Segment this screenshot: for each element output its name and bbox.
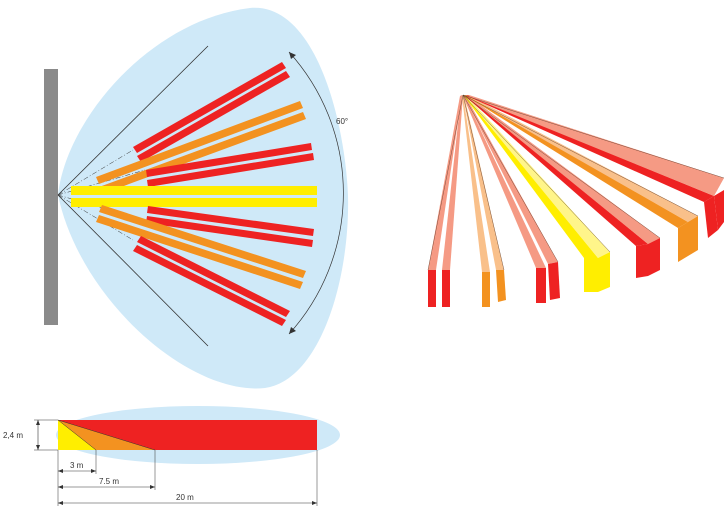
- fan-beam-far: [468, 95, 724, 196]
- height-arrowhead: [36, 420, 40, 425]
- top-beam-mid: [96, 215, 303, 289]
- fan-beam-mid: [462, 95, 490, 272]
- side-beam-line: [57, 419, 97, 451]
- fan-beam-far: [465, 95, 648, 246]
- height-arrowhead: [36, 445, 40, 450]
- coverage-boundary-upper: [57, 45, 209, 196]
- side-beam-line: [57, 419, 156, 451]
- side-view: 2,4 m 3 m 7.5 m 20 m: [3, 406, 340, 506]
- fan-beam-mid: [678, 222, 688, 262]
- fan-beam-far: [428, 270, 436, 307]
- dim-arrowhead: [58, 485, 63, 489]
- fan-beam-far: [467, 95, 714, 202]
- fan-edge: [462, 94, 505, 271]
- dim-20m-label: 20 m: [176, 493, 194, 502]
- fan-beam-far: [714, 190, 724, 230]
- top-beam-mid: [96, 101, 303, 184]
- fan-beam-far: [548, 262, 560, 300]
- fan-beam-far: [442, 95, 463, 270]
- top-beam-far: [137, 71, 290, 162]
- top-beam-far: [146, 143, 312, 177]
- beam-axis: [57, 194, 134, 241]
- arc-arrowhead: [289, 52, 296, 59]
- fan-beam-mid: [482, 272, 490, 307]
- dim-arrowhead: [150, 485, 155, 489]
- top-beam-far: [137, 236, 290, 317]
- arc-arrowhead: [289, 327, 296, 334]
- top-beam-mid: [99, 205, 306, 278]
- top-beam-far: [147, 206, 314, 236]
- wall: [44, 69, 58, 325]
- dim-3m-label: 3 m: [70, 461, 84, 470]
- dim-arrowhead: [312, 501, 317, 505]
- fan-beam-mid: [466, 95, 688, 228]
- fan-edge: [462, 94, 559, 263]
- fan-edge: [462, 94, 699, 217]
- fan-beam-far: [463, 95, 546, 268]
- dim-arrowhead: [91, 469, 96, 473]
- fan-beam-near: [584, 258, 598, 292]
- fan-beam-far: [704, 196, 718, 238]
- fan-beam-far: [428, 95, 462, 270]
- top-beam-far: [146, 216, 313, 247]
- top-beam-near: [71, 198, 317, 207]
- dim-arrowhead: [58, 501, 63, 505]
- top-beam-far: [133, 245, 286, 326]
- perspective-view: [427, 94, 724, 307]
- height-label: 2,4 m: [3, 431, 23, 440]
- fan-beam-far: [442, 270, 450, 307]
- fan-beam-far: [636, 244, 648, 278]
- top-view: 60°: [44, 7, 348, 389]
- dim-7-5m-label: 7.5 m: [99, 477, 119, 486]
- fan-beam-near: [598, 252, 610, 292]
- fan-beam-far: [648, 238, 660, 276]
- top-beam-near: [71, 186, 317, 195]
- fan-edge: [427, 94, 464, 271]
- top-beam-far: [147, 153, 314, 187]
- coverage-boundary-lower: [57, 194, 209, 347]
- fan-edge: [462, 94, 611, 253]
- fan-edge: [462, 94, 724, 179]
- fan-beam-near: [464, 95, 598, 258]
- angle-arc: [288, 51, 344, 335]
- fan-beam-mid: [496, 270, 506, 302]
- beam-axis: [57, 149, 134, 196]
- top-beam-far: [133, 62, 286, 153]
- fan-edge: [462, 94, 661, 239]
- fan-beam-mid: [688, 216, 698, 256]
- dim-arrowhead: [58, 469, 63, 473]
- angle-label: 60°: [336, 117, 348, 126]
- fan-beam-far: [536, 268, 546, 303]
